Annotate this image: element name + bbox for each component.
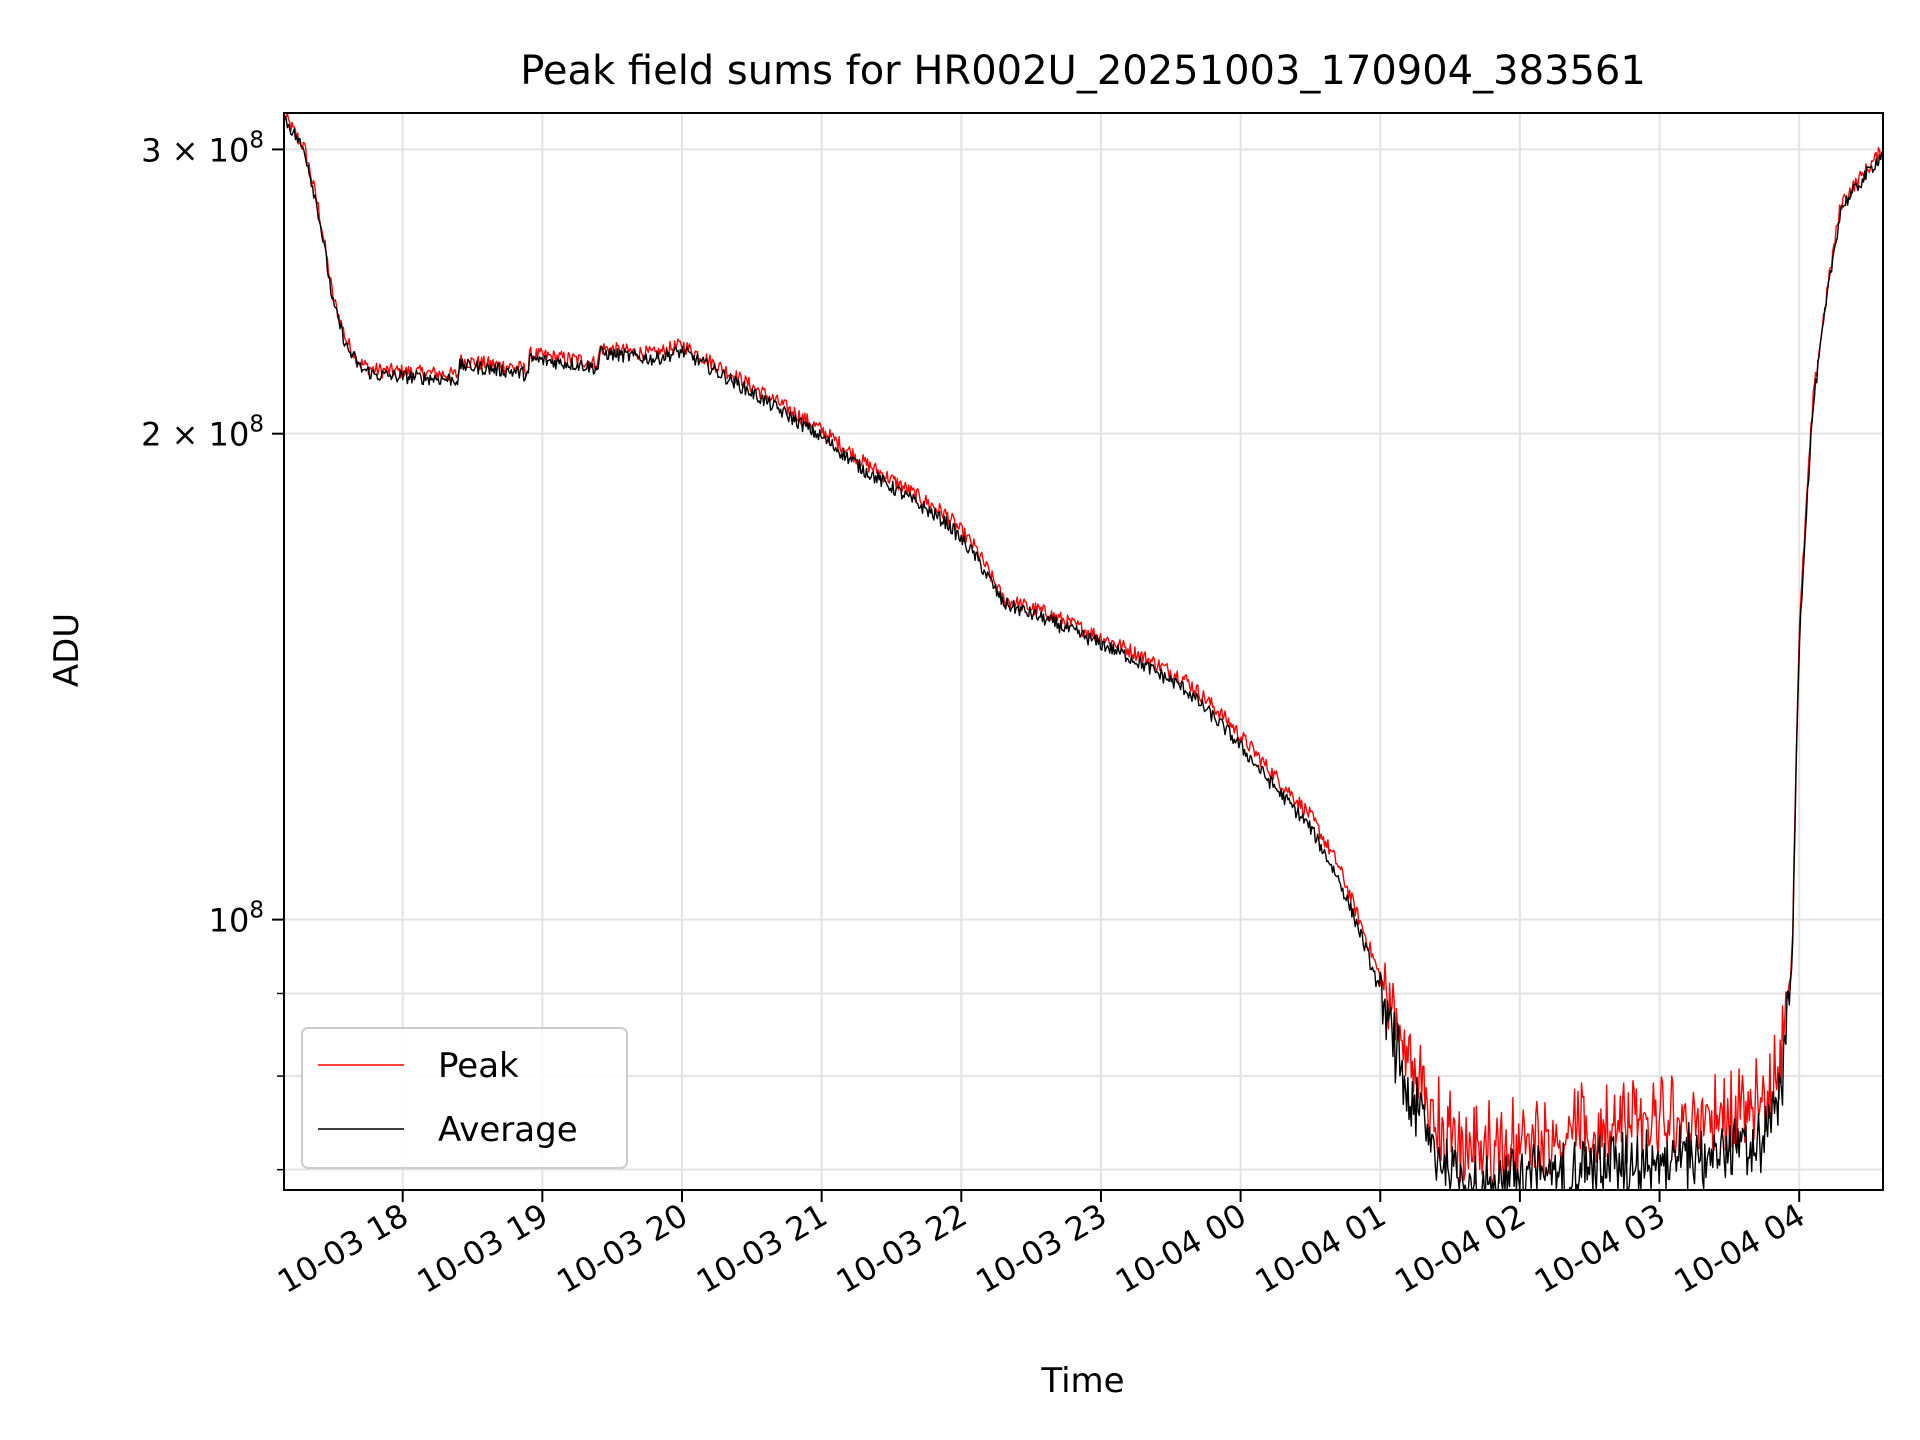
x-axis-label: Time [1040,1361,1124,1401]
series-layer [283,112,1884,1191]
series-line-peak [283,112,1884,1185]
y-tick-mantissa: 2 × 10 [141,416,249,454]
series-line-average [283,115,1884,1191]
plot-frame [283,112,1884,1191]
y-tick-mantissa: 3 × 10 [141,131,249,169]
legend-box [301,1027,628,1169]
y-tick-label: 108 [209,898,264,940]
legend: Peak Average [301,1027,628,1169]
y-tick-label: 2 × 108 [141,412,264,454]
y-tick-exponent: 8 [249,412,264,438]
legend-label-average: Average [438,1110,578,1150]
chart-title: Peak field sums for HR002U_20251003_1709… [520,48,1646,94]
y-tick-label: 3 × 108 [141,127,264,169]
y-axis-label: ADU [47,613,87,687]
y-tick-exponent: 8 [249,898,264,924]
y-tick-exponent: 8 [249,127,264,153]
y-tick-mantissa: 10 [209,902,250,940]
legend-label-peak: Peak [438,1046,519,1086]
